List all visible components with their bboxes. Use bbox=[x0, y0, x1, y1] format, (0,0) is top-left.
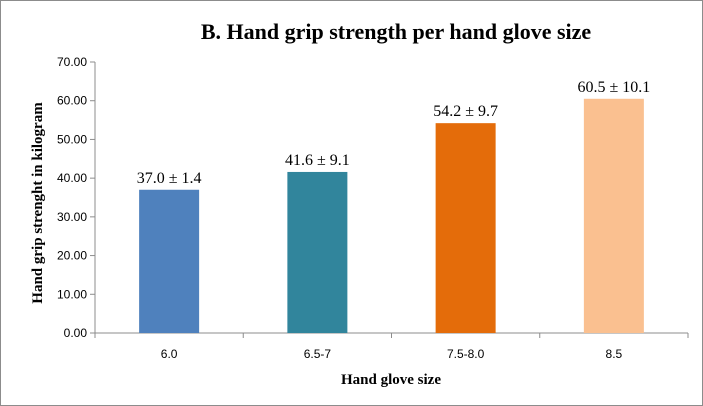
chart-title: B. Hand grip strength per hand glove siz… bbox=[201, 19, 592, 44]
y-tick-label: 20.00 bbox=[57, 249, 87, 263]
bar-1 bbox=[139, 189, 200, 333]
y-axis: 0.00 10.00 20.00 30.00 40.00 50.00 60.00 70.00 bbox=[57, 55, 96, 340]
data-label-1: 37.0 ± 1.4 bbox=[137, 170, 202, 187]
y-tick-label: 0.00 bbox=[64, 326, 88, 340]
y-tick-label: 30.00 bbox=[57, 210, 87, 224]
y-tick-label: 50.00 bbox=[57, 132, 87, 146]
data-label-4: 60.5 ± 10.1 bbox=[577, 79, 650, 96]
data-labels: 37.0 ± 1.4 41.6 ± 9.1 54.2 ± 9.7 60.5 ± 10.… bbox=[137, 79, 651, 187]
y-tick-label: 60.00 bbox=[57, 94, 87, 108]
x-tick-label: 7.5-8.0 bbox=[447, 347, 485, 361]
bar-3 bbox=[435, 123, 496, 333]
x-axis-label: Hand glove size bbox=[341, 372, 441, 388]
bar-2 bbox=[287, 171, 348, 333]
bar-4 bbox=[583, 98, 644, 334]
y-tick-label: 70.00 bbox=[57, 55, 87, 69]
data-label-2: 41.6 ± 9.1 bbox=[285, 152, 350, 169]
bars bbox=[139, 98, 644, 334]
x-tick-label: 6.5-7 bbox=[304, 347, 332, 361]
y-axis-label: Hand grip strenght in kilogram bbox=[30, 102, 46, 304]
x-axis: 6.0 6.5-7 7.5-8.0 8.5 bbox=[94, 332, 689, 361]
y-tick-label: 40.00 bbox=[57, 171, 87, 185]
x-tick-label: 6.0 bbox=[161, 347, 178, 361]
x-tick-label: 8.5 bbox=[606, 347, 623, 361]
y-tick-label: 10.00 bbox=[57, 287, 87, 301]
data-label-3: 54.2 ± 9.7 bbox=[433, 103, 498, 120]
